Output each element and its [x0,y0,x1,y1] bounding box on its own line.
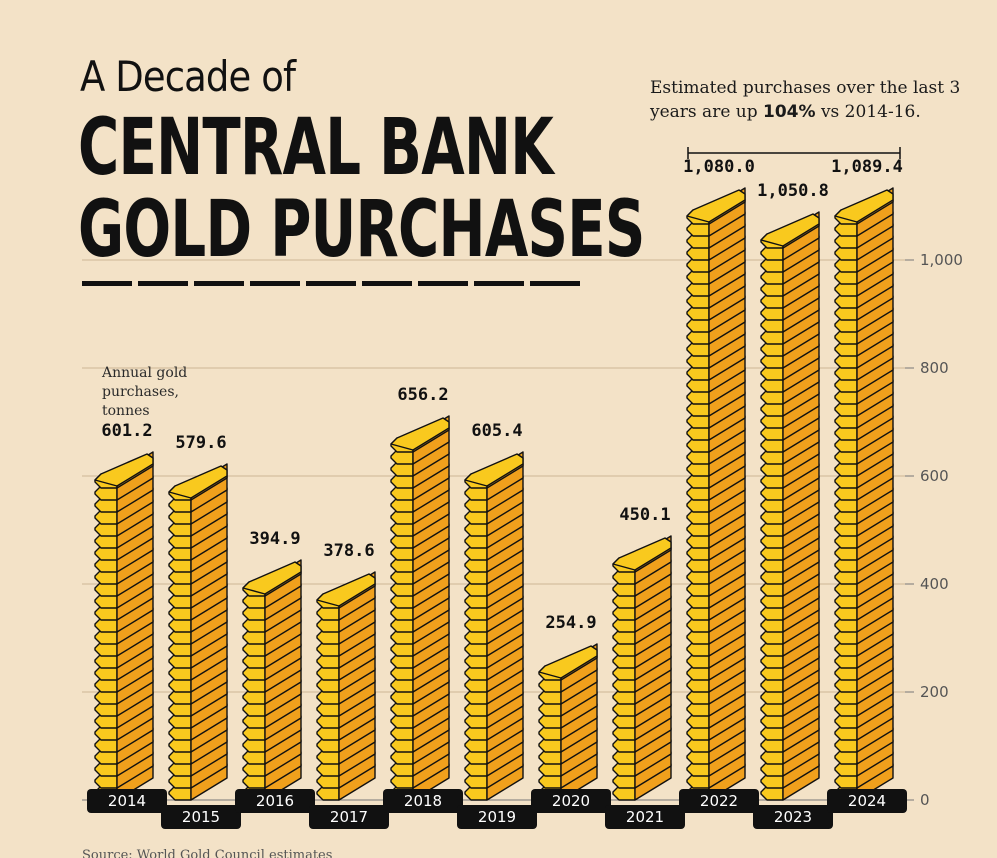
bar [538,643,598,801]
year-label-box [457,805,537,829]
bar [168,463,228,801]
ingot-top [834,189,894,223]
year-label-box [309,805,389,829]
value-label: 605.4 [471,421,522,441]
year-label: 2024 [848,792,886,810]
value-label: 656.2 [397,385,448,405]
annotation: Estimated purchases over the last 3 year… [650,76,970,124]
value-label: 1,080.0 [683,157,755,177]
title-rule-segment [418,281,468,286]
value-label: 1,089.4 [831,157,903,177]
labels: 0 200 400 600 800 1,000 601.2 2014 579.6 2015 394.… [87,157,963,829]
ingot-top [760,213,820,247]
y-tick-label: 800 [920,359,949,377]
annotation-prefix: Estimated purchases over the last 3 year… [650,78,961,122]
value-label: 254.9 [545,613,596,633]
value-label: 394.9 [249,529,300,549]
y-tick-label: 1,000 [920,251,963,269]
annotation-highlight: 104% [763,102,816,122]
title-line-1: A Decade of [80,52,296,101]
year-label-box [679,789,759,813]
year-label: 2022 [700,792,738,810]
title-rule-segment [82,281,132,286]
bars [94,187,894,801]
year-label-box [531,789,611,813]
title-rule-segment [530,281,580,286]
title-rule-segment [194,281,244,286]
bar [834,187,894,801]
ingot-top [612,537,672,571]
unit-label: Annual gold purchases, tonnes [102,365,188,419]
bar [686,187,746,801]
bar [760,211,820,801]
decorations [82,147,901,286]
year-label: 2015 [182,808,220,826]
value-label: 601.2 [101,421,152,441]
ingot-top [390,417,450,451]
year-label-box [161,805,241,829]
ingot-top [242,561,302,595]
year-label: 2019 [478,808,516,826]
year-label: 2023 [774,808,812,826]
title-rule-segment [250,281,300,286]
title-line-3: GOLD PURCHASES [78,185,645,275]
title-line-2: CENTRAL BANK [78,103,554,193]
year-label-box [87,789,167,813]
year-label: 2016 [256,792,294,810]
bar [94,451,154,801]
year-label: 2020 [552,792,590,810]
source-note: Source: World Gold Council estimates [82,848,333,858]
year-label-box [605,805,685,829]
ingot-top [94,453,154,487]
title-rule-segment [138,281,188,286]
title-rule-segment [362,281,412,286]
y-tick-label: 400 [920,575,949,593]
title-rule-segment [306,281,356,286]
year-label-box [753,805,833,829]
value-label: 450.1 [619,505,670,525]
ingot-top [168,465,228,499]
annotation-suffix: vs 2014-16. [815,102,921,122]
bar [612,535,672,801]
year-label: 2021 [626,808,664,826]
year-label-box [827,789,907,813]
ingot-top [538,645,598,679]
year-label: 2018 [404,792,442,810]
ingot-top [316,573,376,607]
bar [316,571,376,801]
year-label: 2017 [330,808,368,826]
year-label: 2014 [108,792,146,810]
ingot-top [686,189,746,223]
value-label: 1,050.8 [757,181,829,201]
bar [390,415,450,801]
value-label: 579.6 [175,433,226,453]
ingot-top [464,453,524,487]
y-tick-label: 200 [920,683,949,701]
y-tick-label: 0 [920,791,930,809]
bar [242,559,302,801]
y-tick-label: 600 [920,467,949,485]
bar [464,451,524,801]
year-label-box [383,789,463,813]
value-label: 378.6 [323,541,374,561]
title-rule-segment [474,281,524,286]
year-label-box [235,789,315,813]
